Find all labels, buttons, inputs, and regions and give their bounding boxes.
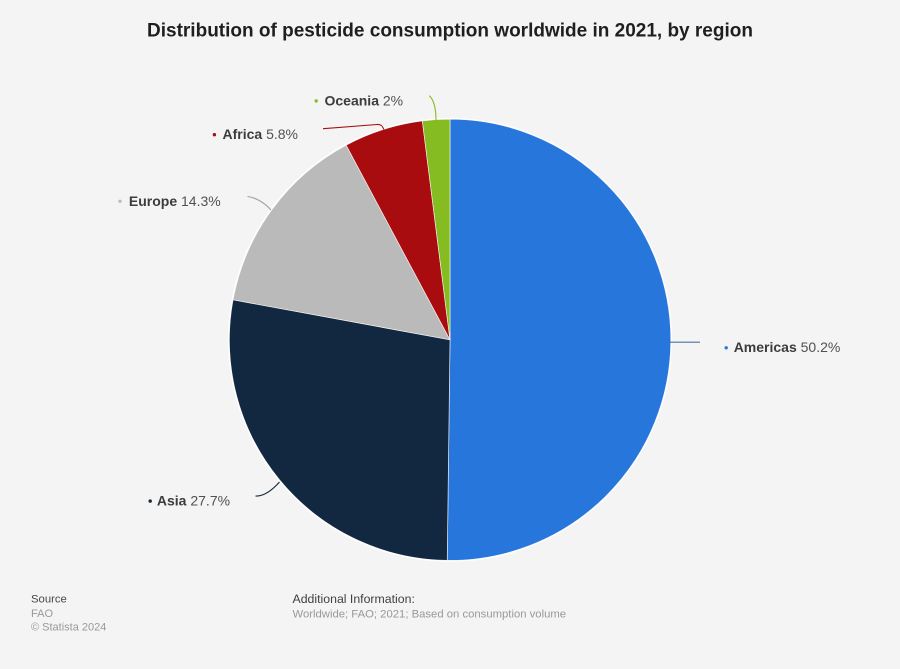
svg-text:Americas 50.2%: Americas 50.2% (734, 339, 841, 355)
svg-text:Oceania 2%: Oceania 2% (325, 92, 404, 108)
svg-text:Asia 27.7%: Asia 27.7% (157, 493, 230, 509)
svg-text:Worldwide; FAO; 2021; Based on: Worldwide; FAO; 2021; Based on consumpti… (293, 608, 567, 620)
svg-text:Distribution of pesticide cons: Distribution of pesticide consumption wo… (147, 20, 753, 41)
svg-text:Additional Information:: Additional Information: (293, 592, 415, 606)
svg-text:Europe 14.3%: Europe 14.3% (129, 193, 221, 209)
svg-text:Source: Source (31, 594, 67, 606)
svg-text:© Statista 2024: © Statista 2024 (31, 621, 106, 633)
svg-text:FAO: FAO (31, 608, 53, 620)
svg-text:Africa 5.8%: Africa 5.8% (223, 126, 299, 142)
